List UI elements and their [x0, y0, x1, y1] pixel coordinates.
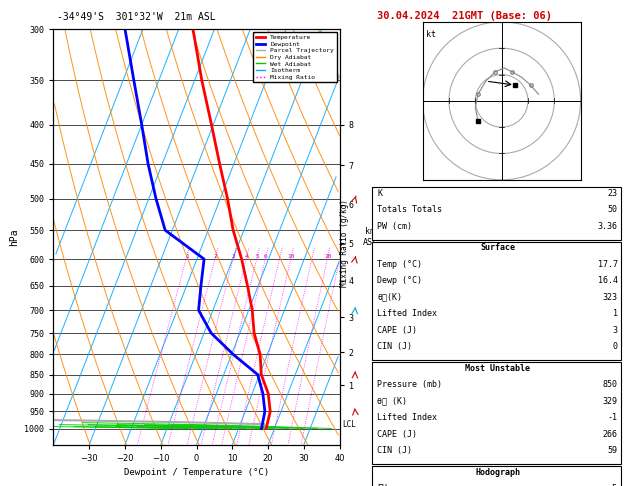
Text: Pressure (mb): Pressure (mb)	[377, 380, 442, 389]
Text: 30.04.2024  21GMT (Base: 06): 30.04.2024 21GMT (Base: 06)	[377, 11, 552, 21]
Text: EH: EH	[377, 484, 387, 486]
Legend: Temperature, Dewpoint, Parcel Trajectory, Dry Adiabat, Wet Adiabat, Isotherm, Mi: Temperature, Dewpoint, Parcel Trajectory…	[253, 32, 337, 83]
Text: 17.7: 17.7	[598, 260, 618, 269]
Text: 2: 2	[214, 254, 218, 259]
Text: 3: 3	[613, 326, 618, 335]
Text: CIN (J): CIN (J)	[377, 342, 413, 351]
Text: Mixing Ratio (g/kg): Mixing Ratio (g/kg)	[340, 199, 349, 287]
Text: 16.4: 16.4	[598, 276, 618, 285]
Text: 23: 23	[608, 189, 618, 198]
Text: 1: 1	[613, 309, 618, 318]
Text: Most Unstable: Most Unstable	[465, 364, 530, 373]
Text: Temp (°C): Temp (°C)	[377, 260, 423, 269]
Text: 323: 323	[603, 293, 618, 302]
Text: 59: 59	[608, 446, 618, 455]
Text: 5: 5	[255, 254, 259, 259]
Text: © weatheronline.co.uk: © weatheronline.co.uk	[374, 474, 471, 484]
Text: -5: -5	[608, 484, 618, 486]
Text: 6: 6	[264, 254, 268, 259]
Text: 4: 4	[245, 254, 248, 259]
Text: PW (cm): PW (cm)	[377, 222, 413, 231]
Text: 10: 10	[287, 254, 295, 259]
Text: 3.36: 3.36	[598, 222, 618, 231]
Text: 850: 850	[603, 380, 618, 389]
Text: CAPE (J): CAPE (J)	[377, 430, 418, 439]
Text: CIN (J): CIN (J)	[377, 446, 413, 455]
Text: 0: 0	[613, 342, 618, 351]
Text: -34°49'S  301°32'W  21m ASL: -34°49'S 301°32'W 21m ASL	[57, 12, 215, 22]
Text: 50: 50	[608, 205, 618, 214]
Text: 20: 20	[324, 254, 331, 259]
Text: Totals Totals: Totals Totals	[377, 205, 442, 214]
Text: θᴀ(K): θᴀ(K)	[377, 293, 403, 302]
Text: LCL: LCL	[343, 420, 357, 429]
Text: Lifted Index: Lifted Index	[377, 413, 437, 422]
Text: θᴀ (K): θᴀ (K)	[377, 397, 408, 406]
Text: Lifted Index: Lifted Index	[377, 309, 437, 318]
X-axis label: Dewpoint / Temperature (°C): Dewpoint / Temperature (°C)	[124, 469, 269, 477]
Text: Dewp (°C): Dewp (°C)	[377, 276, 423, 285]
Y-axis label: hPa: hPa	[9, 228, 19, 246]
Text: -1: -1	[608, 413, 618, 422]
Text: 3: 3	[231, 254, 235, 259]
Text: 329: 329	[603, 397, 618, 406]
Text: 266: 266	[603, 430, 618, 439]
Text: CAPE (J): CAPE (J)	[377, 326, 418, 335]
Text: Hodograph: Hodograph	[475, 468, 520, 477]
Text: K: K	[377, 189, 382, 198]
Text: kt: kt	[426, 30, 436, 39]
Text: 1: 1	[185, 254, 189, 259]
Y-axis label: km
ASL: km ASL	[363, 227, 378, 246]
Text: Surface: Surface	[480, 243, 515, 252]
